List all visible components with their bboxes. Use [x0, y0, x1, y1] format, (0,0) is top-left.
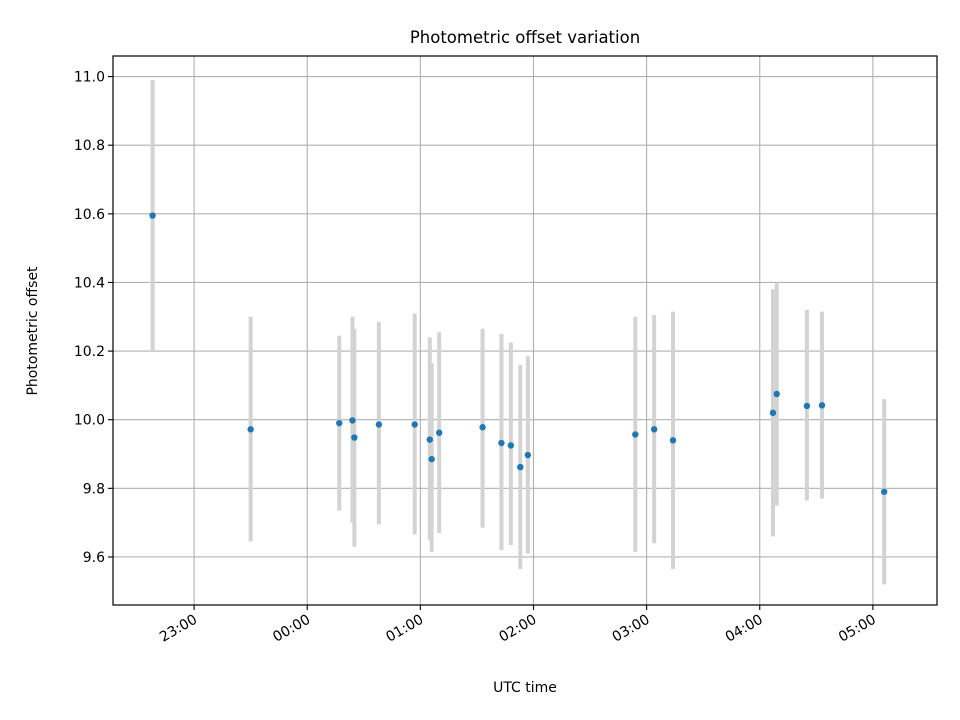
data-point	[881, 488, 888, 495]
y-tick-label: 10.6	[74, 207, 105, 223]
y-tick-label: 9.8	[83, 481, 105, 497]
data-point	[411, 421, 418, 428]
data-point	[517, 463, 524, 471]
data-point	[632, 431, 639, 438]
y-tick-label: 10.4	[74, 275, 105, 291]
data-point	[507, 442, 515, 449]
data-point	[436, 429, 443, 436]
data-point	[349, 417, 356, 424]
y-tick-label: 10.8	[74, 138, 105, 154]
data-point	[479, 424, 486, 431]
y-tick-label: 10.0	[74, 413, 105, 429]
data-point	[426, 436, 433, 443]
data-point	[818, 402, 826, 409]
data-points	[149, 212, 888, 495]
data-point	[149, 212, 156, 219]
data-point	[773, 390, 780, 398]
data-point	[247, 426, 254, 433]
data-point	[524, 451, 532, 459]
y-axis-ticks: 9.6 9.8 10.0 10.2 10.4 10.6 10.8 11.0	[74, 70, 113, 566]
data-point	[336, 419, 343, 427]
data-point	[769, 409, 777, 417]
x-axis-label: UTC time	[493, 680, 557, 696]
y-tick-label: 11.0	[74, 70, 105, 86]
y-tick-label: 9.6	[83, 550, 105, 566]
data-point	[428, 455, 435, 463]
plot-frame	[112, 55, 938, 606]
data-point	[803, 402, 811, 410]
data-point	[669, 437, 677, 444]
y-tick-label: 10.2	[74, 344, 105, 360]
y-axis-label: Photometric offset	[25, 266, 41, 396]
data-point	[375, 421, 383, 428]
data-point	[351, 434, 358, 441]
data-point	[498, 439, 505, 447]
data-point	[650, 426, 658, 433]
chart-title: Photometric offset variation	[410, 28, 640, 47]
